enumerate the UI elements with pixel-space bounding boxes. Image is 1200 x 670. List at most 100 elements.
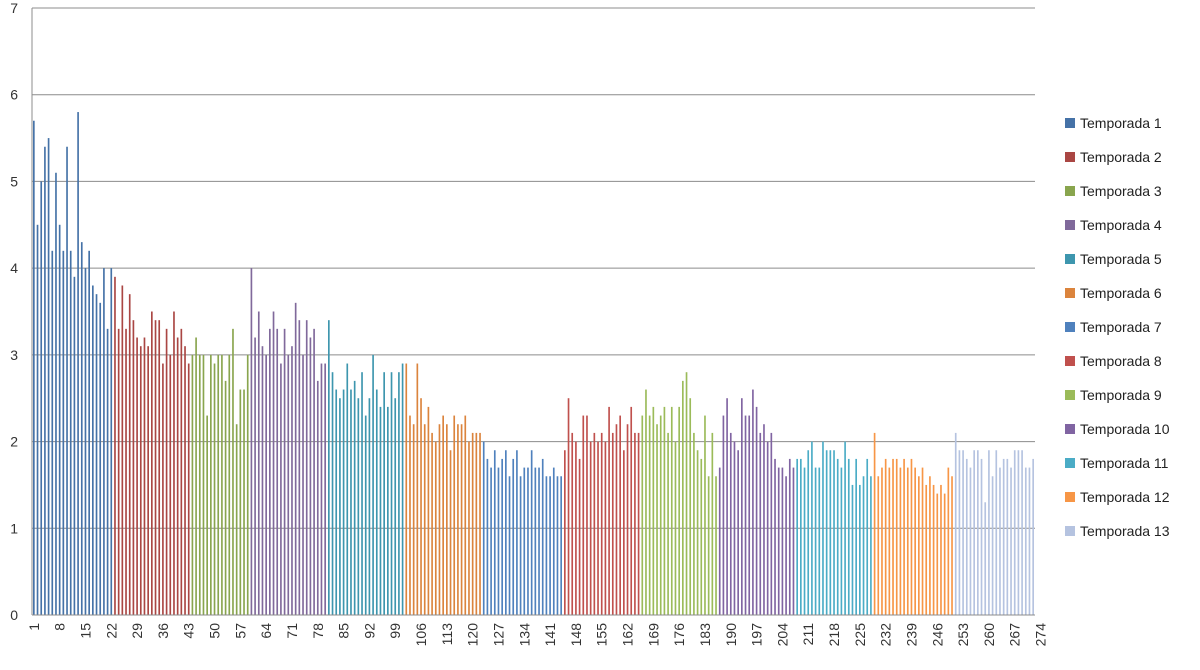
bar-temporada-13 bbox=[995, 450, 998, 615]
bar-temporada-12 bbox=[906, 467, 909, 615]
bar-temporada-13 bbox=[980, 458, 983, 615]
bar-temporada-5 bbox=[364, 415, 367, 615]
x-tick-label: 99 bbox=[387, 623, 403, 639]
x-tick-label: 15 bbox=[77, 623, 93, 639]
bar-temporada-10 bbox=[781, 467, 784, 615]
bar-temporada-6 bbox=[431, 432, 433, 615]
bar-temporada-9 bbox=[667, 432, 669, 615]
bar-temporada-12 bbox=[877, 476, 880, 615]
bar-temporada-13 bbox=[954, 432, 957, 615]
legend-swatch bbox=[1065, 356, 1075, 366]
bar-temporada-3 bbox=[246, 354, 249, 615]
bar-temporada-8 bbox=[619, 415, 621, 615]
legend-swatch bbox=[1065, 186, 1075, 196]
x-tick-label: 120 bbox=[465, 623, 481, 647]
bar-temporada-11 bbox=[818, 467, 821, 615]
bar-temporada-3 bbox=[195, 337, 197, 615]
bar-temporada-9 bbox=[696, 450, 699, 615]
bar-temporada-13 bbox=[1013, 450, 1016, 615]
legend-label: Temporada 2 bbox=[1080, 149, 1162, 165]
bar-temporada-6 bbox=[423, 424, 426, 615]
bar-temporada-3 bbox=[210, 354, 212, 615]
legend-label: Temporada 9 bbox=[1080, 387, 1162, 403]
bar-temporada-10 bbox=[741, 398, 743, 615]
legend-label: Temporada 1 bbox=[1080, 115, 1162, 131]
x-tick-label: 43 bbox=[181, 623, 197, 639]
bar-temporada-10 bbox=[748, 415, 751, 615]
bar-temporada-6 bbox=[420, 398, 422, 615]
bar-temporada-3 bbox=[191, 354, 194, 615]
bar-temporada-3 bbox=[228, 354, 231, 615]
bar-temporada-12 bbox=[903, 458, 905, 615]
x-tick-label: 253 bbox=[955, 623, 971, 647]
bar-temporada-3 bbox=[206, 415, 208, 615]
bar-temporada-9 bbox=[685, 372, 688, 615]
bar-temporada-10 bbox=[729, 432, 732, 615]
bar-temporada-6 bbox=[442, 415, 444, 615]
bar-temporada-5 bbox=[394, 398, 397, 615]
x-tick-label: 141 bbox=[542, 623, 558, 647]
bar-temporada-13 bbox=[977, 450, 979, 615]
bar-temporada-9 bbox=[693, 432, 695, 615]
bar-temporada-3 bbox=[232, 328, 234, 615]
bar-temporada-10 bbox=[718, 467, 721, 615]
x-tick-label: 57 bbox=[232, 623, 248, 639]
x-tick-label: 50 bbox=[207, 623, 223, 639]
bar-temporada-10 bbox=[792, 467, 795, 615]
bar-temporada-5 bbox=[339, 398, 341, 615]
x-tick-label: 134 bbox=[516, 623, 532, 647]
bar-temporada-11 bbox=[800, 458, 802, 615]
bar-temporada-13 bbox=[988, 450, 990, 615]
bar-temporada-11 bbox=[833, 450, 835, 615]
bar-temporada-4 bbox=[313, 328, 315, 615]
bar-temporada-9 bbox=[670, 406, 673, 615]
bar-temporada-13 bbox=[1021, 450, 1023, 615]
bar-temporada-9 bbox=[682, 380, 684, 615]
bar-temporada-13 bbox=[958, 450, 961, 615]
bar-temporada-7 bbox=[505, 450, 507, 615]
bar-temporada-11 bbox=[825, 450, 828, 615]
legend-swatch bbox=[1065, 118, 1075, 128]
bar-temporada-6 bbox=[475, 432, 478, 615]
bar-temporada-1 bbox=[106, 328, 109, 615]
bar-temporada-7 bbox=[482, 441, 485, 615]
bar-temporada-8 bbox=[589, 441, 592, 615]
bar-temporada-10 bbox=[777, 467, 780, 615]
x-tick-label: 204 bbox=[774, 623, 790, 647]
bar-temporada-4 bbox=[291, 346, 293, 615]
bar-temporada-1 bbox=[58, 224, 61, 616]
bar-temporada-3 bbox=[198, 354, 201, 615]
bar-temporada-2 bbox=[162, 363, 164, 615]
bar-temporada-6 bbox=[416, 363, 419, 615]
bar-temporada-7 bbox=[523, 467, 526, 615]
bar-temporada-4 bbox=[294, 302, 297, 615]
bar-temporada-1 bbox=[44, 146, 46, 616]
bar-temporada-12 bbox=[925, 484, 928, 615]
bar-temporada-13 bbox=[984, 502, 987, 615]
bar-temporada-1 bbox=[66, 146, 68, 616]
bar-temporada-10 bbox=[770, 432, 773, 615]
bar-temporada-10 bbox=[755, 406, 758, 615]
x-tick-label: 1 bbox=[26, 623, 42, 631]
bar-temporada-4 bbox=[276, 328, 279, 615]
bar-temporada-8 bbox=[600, 432, 603, 615]
bar-temporada-12 bbox=[947, 467, 950, 615]
bar-temporada-5 bbox=[383, 372, 385, 615]
legend-label: Temporada 7 bbox=[1080, 319, 1162, 335]
bar-temporada-12 bbox=[932, 484, 935, 615]
bar-temporada-1 bbox=[84, 268, 87, 615]
bar-temporada-6 bbox=[409, 415, 411, 615]
legend-swatch bbox=[1065, 424, 1075, 434]
bar-temporada-5 bbox=[375, 389, 378, 615]
bar-temporada-1 bbox=[33, 120, 35, 615]
y-tick-label: 3 bbox=[10, 347, 18, 363]
bar-temporada-9 bbox=[641, 415, 644, 615]
bar-temporada-11 bbox=[847, 458, 850, 615]
bar-temporada-7 bbox=[501, 458, 503, 615]
bar-temporada-12 bbox=[895, 458, 898, 615]
bar-temporada-7 bbox=[556, 476, 559, 615]
bar-temporada-8 bbox=[608, 406, 610, 615]
bar-temporada-8 bbox=[597, 441, 599, 615]
bar-temporada-1 bbox=[80, 242, 83, 615]
legend-swatch bbox=[1065, 152, 1075, 162]
